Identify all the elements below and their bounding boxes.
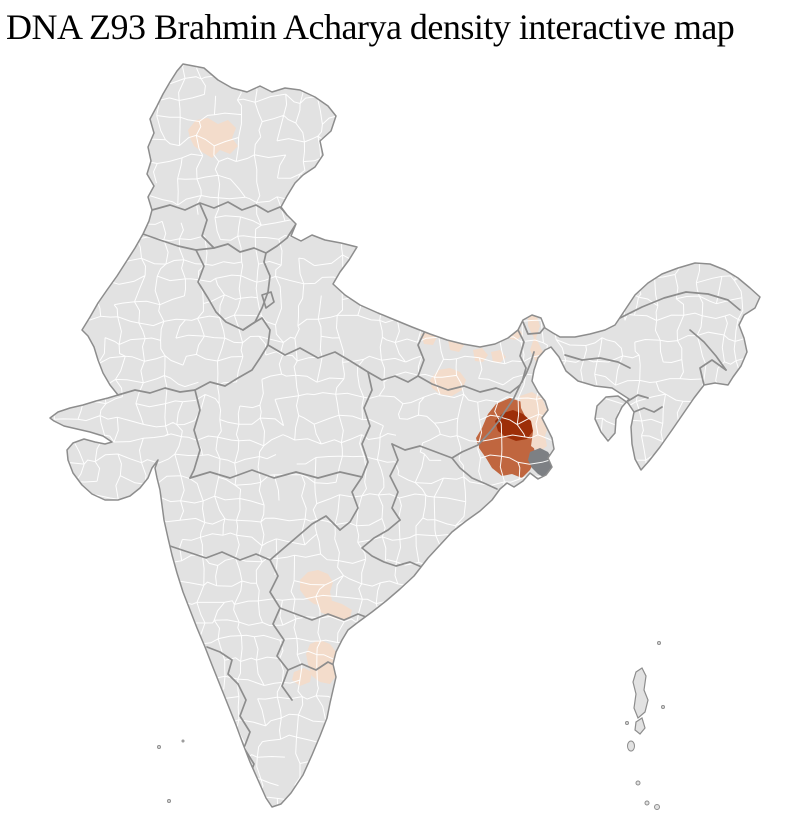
state-border-line: [287, 661, 337, 671]
india-landmass: [50, 64, 760, 807]
state-border-line: [199, 203, 297, 254]
state-border-line: [361, 371, 373, 478]
state-border-line: [267, 344, 419, 383]
density-region-bihar-scattered-district-3[interactable]: [473, 348, 488, 362]
india-outline: [49, 63, 761, 808]
density-region-west-bengal-east-strip[interactable]: [520, 392, 549, 452]
density-region-coastal-andhra-district[interactable]: [318, 600, 352, 620]
state-border-line: [417, 375, 521, 394]
state-border-line: [564, 354, 631, 369]
state-border-line: [169, 545, 271, 561]
andaman-island: [654, 804, 660, 810]
state-borders: [117, 201, 741, 801]
state-border-line: [339, 476, 363, 531]
lakshadweep-island: [181, 739, 185, 743]
andaman-island: [625, 721, 629, 725]
state-border-line: [142, 233, 215, 251]
density-region-south-andhra-district[interactable]: [306, 640, 336, 684]
state-border-line: [269, 559, 293, 701]
andaman-island: [661, 705, 665, 709]
state-border-line: [689, 329, 727, 371]
state-border-line: [517, 329, 527, 383]
state-border-line: [417, 332, 425, 377]
andaman-island: [634, 717, 646, 735]
andaman-island: [644, 800, 650, 806]
lakshadweep-island: [157, 745, 161, 749]
density-region-telangana-district[interactable]: [300, 570, 333, 606]
state-border-line: [189, 469, 363, 479]
page-title: DNA Z93 Brahmin Acharya density interact…: [6, 7, 735, 47]
state-border-line: [194, 317, 271, 391]
andaman-island: [632, 667, 649, 720]
state-border-line: [489, 384, 521, 433]
andaman-island: [657, 641, 661, 645]
state-border-line: [189, 389, 201, 479]
andaman-island: [635, 780, 641, 786]
state-border-line: [151, 201, 288, 216]
state-border-line: [269, 515, 341, 561]
state-border-line: [633, 406, 663, 413]
state-border-line: [627, 394, 649, 402]
state-border-line: [389, 443, 401, 521]
state-border-line: [451, 431, 498, 490]
state-border-line: [522, 321, 545, 335]
state-border-line: [279, 607, 367, 621]
state-border-line: [261, 291, 275, 309]
state-border-line: [206, 646, 239, 685]
state-border-line: [699, 359, 727, 386]
density-region-south-bihar-cluster[interactable]: [430, 368, 466, 396]
lakshadweep-island: [167, 799, 171, 803]
state-border-line: [391, 443, 453, 459]
island-groups: [157, 641, 665, 810]
state-border-line: [117, 387, 196, 396]
andaman-island: [627, 740, 635, 752]
